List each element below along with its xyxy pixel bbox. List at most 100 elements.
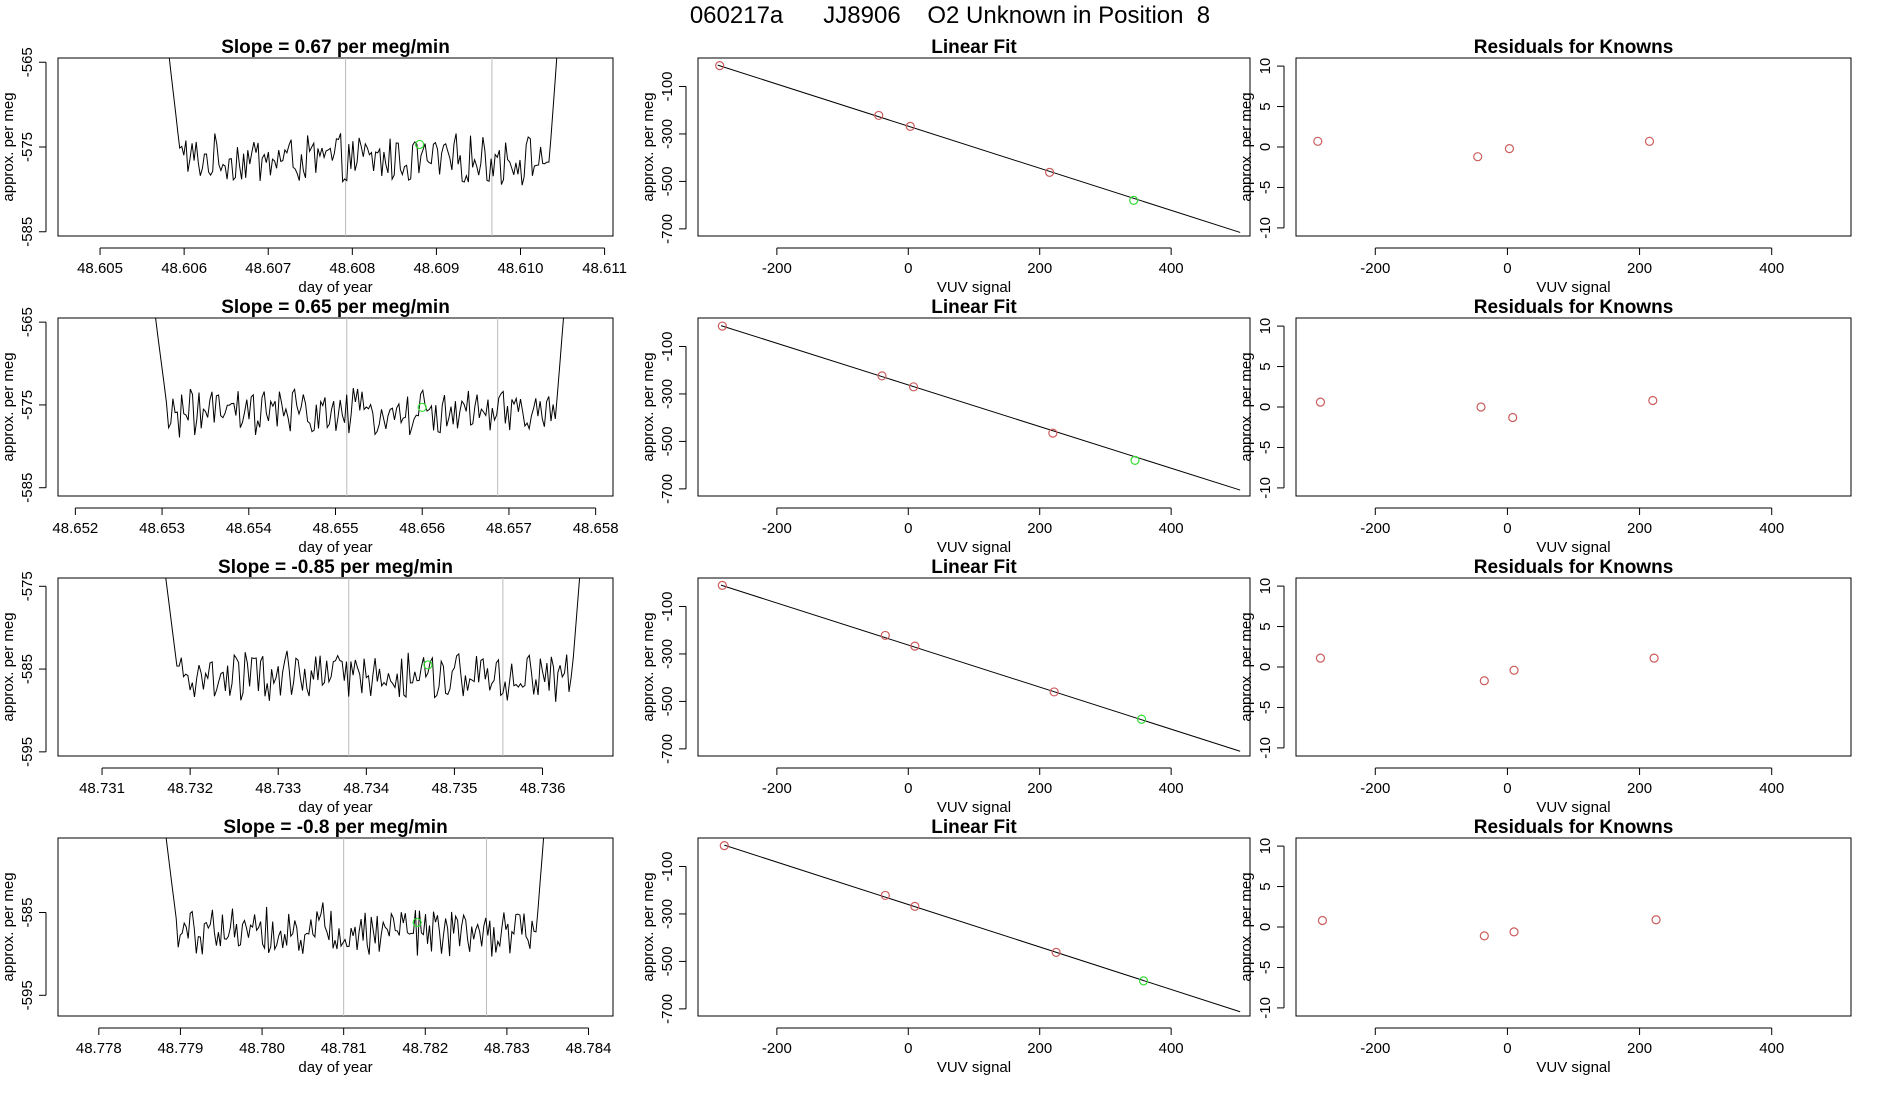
y-axis-label: approx. per meg [0, 872, 17, 981]
panel-2-1: Slope = 0.65 per meg/min 48.652 48.653 48.6… [0, 297, 619, 556]
y-tick-label: 0 [1257, 143, 1274, 151]
x-tick-label: 400 [1159, 1040, 1184, 1057]
data-series-line [168, 58, 558, 186]
x-axis-label: VUV signal [1536, 799, 1610, 816]
x-tick-label: 200 [1627, 260, 1652, 277]
figure-title: 060217a JJ8906 O2 Unknown in Position 8 [689, 2, 1211, 29]
panel-title: Residuals for Knowns [1474, 817, 1674, 838]
panel-2-3: Residuals for Knowns -200 0 200 400 VUV signa… [1238, 297, 1852, 556]
data-series-line [165, 578, 581, 702]
plot-frame [697, 317, 1251, 497]
known-standard-point [1048, 428, 1058, 438]
panel-title: Residuals for Knowns [1474, 557, 1674, 578]
x-axis-label: VUV signal [937, 279, 1011, 296]
fit-line [720, 584, 1241, 752]
panel-title: Slope = 0.67 per meg/min [221, 37, 450, 58]
x-tick-label: -200 [762, 780, 792, 797]
x-tick-label: 400 [1159, 260, 1184, 277]
known-standard-point [877, 371, 887, 381]
x-tick-label: 48.653 [139, 520, 185, 537]
y-axis-label: approx. per meg [1238, 612, 1255, 721]
x-tick-label: 200 [1627, 1040, 1652, 1057]
x-tick-label: -200 [762, 260, 792, 277]
residual-point [1315, 397, 1326, 407]
known-standard-point [910, 641, 920, 651]
known-standard-point [719, 840, 729, 851]
x-tick-label: 0 [1503, 780, 1511, 797]
panel-title: Slope = -0.85 per meg/min [218, 557, 453, 578]
y-tick-label: -300 [659, 899, 676, 929]
residual-point [1504, 144, 1515, 154]
panel-title: Linear Fit [931, 817, 1017, 838]
y-axis-label: approx. per meg [1238, 92, 1255, 201]
x-tick-label: 48.779 [157, 1040, 203, 1057]
x-axis-label: day of year [298, 279, 372, 296]
x-tick-label: 0 [904, 260, 912, 277]
panel-title: Residuals for Knowns [1474, 37, 1674, 58]
x-tick-label: 48.658 [573, 520, 619, 537]
y-tick-label: -5 [1257, 961, 1274, 974]
panel-title: Slope = 0.65 per meg/min [221, 297, 450, 318]
plot-frame [697, 57, 1251, 237]
known-standard-point [910, 901, 920, 911]
y-axis-label: approx. per meg [0, 352, 17, 461]
residual-point [1509, 927, 1519, 937]
known-standard-point [717, 580, 727, 590]
x-tick-label: 48.782 [402, 1040, 448, 1057]
x-tick-label: 48.736 [520, 780, 566, 797]
unknown-sample-point [414, 139, 425, 150]
panel-4-1: Slope = -0.8 per meg/min 48.778 48.779 48.7… [0, 817, 614, 1076]
residual-point [1479, 931, 1489, 941]
x-tick-label: 48.605 [77, 260, 123, 277]
x-tick-label: 48.781 [321, 1040, 367, 1057]
y-tick-label: -585 [19, 897, 36, 927]
residual-point [1479, 676, 1489, 686]
x-tick-label: 0 [904, 1040, 912, 1057]
x-tick-label: 400 [1759, 1040, 1784, 1057]
y-tick-label: -575 [19, 390, 36, 420]
residual-point [1651, 915, 1661, 925]
x-tick-label: 48.610 [498, 260, 544, 277]
y-tick-label: -100 [659, 851, 676, 881]
known-standard-point [905, 121, 915, 131]
x-tick-label: 48.655 [313, 520, 359, 537]
x-tick-label: 48.652 [52, 520, 98, 537]
x-axis-label: VUV signal [937, 1059, 1011, 1076]
x-axis-label: day of year [298, 799, 372, 816]
unknown-sample-point [1130, 455, 1140, 465]
x-tick-label: 400 [1159, 520, 1184, 537]
x-tick-label: 48.734 [343, 780, 389, 797]
x-tick-label: 48.732 [167, 780, 213, 797]
known-standard-point [1051, 947, 1061, 957]
x-tick-label: 0 [1503, 260, 1511, 277]
panel-1-2: Linear Fit -200 0 200 400 VUV signal -100 -300 -… [640, 37, 1251, 296]
y-tick-label: -585 [19, 473, 36, 503]
x-axis-label: VUV signal [1536, 279, 1610, 296]
residual-point [1508, 412, 1518, 423]
x-tick-label: 0 [1503, 520, 1511, 537]
known-standard-point [908, 382, 919, 392]
unknown-sample-point [1129, 195, 1139, 205]
plot-frame [697, 577, 1251, 757]
y-tick-label: 0 [1257, 923, 1274, 931]
residual-point [1476, 402, 1486, 412]
unknown-sample-point [423, 660, 433, 670]
y-tick-label: -5 [1257, 701, 1274, 714]
y-axis-label: approx. per meg [640, 92, 657, 201]
known-standard-point [874, 110, 884, 121]
x-tick-label: 400 [1759, 520, 1784, 537]
known-standard-point [880, 890, 890, 901]
y-axis-label: approx. per meg [640, 612, 657, 721]
y-tick-label: 5 [1257, 622, 1274, 630]
residual-point [1313, 136, 1323, 146]
fit-line [724, 844, 1241, 1013]
panel-title: Linear Fit [931, 297, 1017, 318]
y-tick-label: -300 [659, 639, 676, 669]
residual-point [1473, 152, 1483, 162]
x-tick-label: 400 [1159, 780, 1184, 797]
x-tick-label: 200 [1027, 260, 1052, 277]
x-tick-label: 48.783 [484, 1040, 530, 1057]
known-standard-point [880, 630, 890, 641]
x-tick-label: 48.657 [486, 520, 532, 537]
y-tick-label: -700 [659, 214, 676, 244]
